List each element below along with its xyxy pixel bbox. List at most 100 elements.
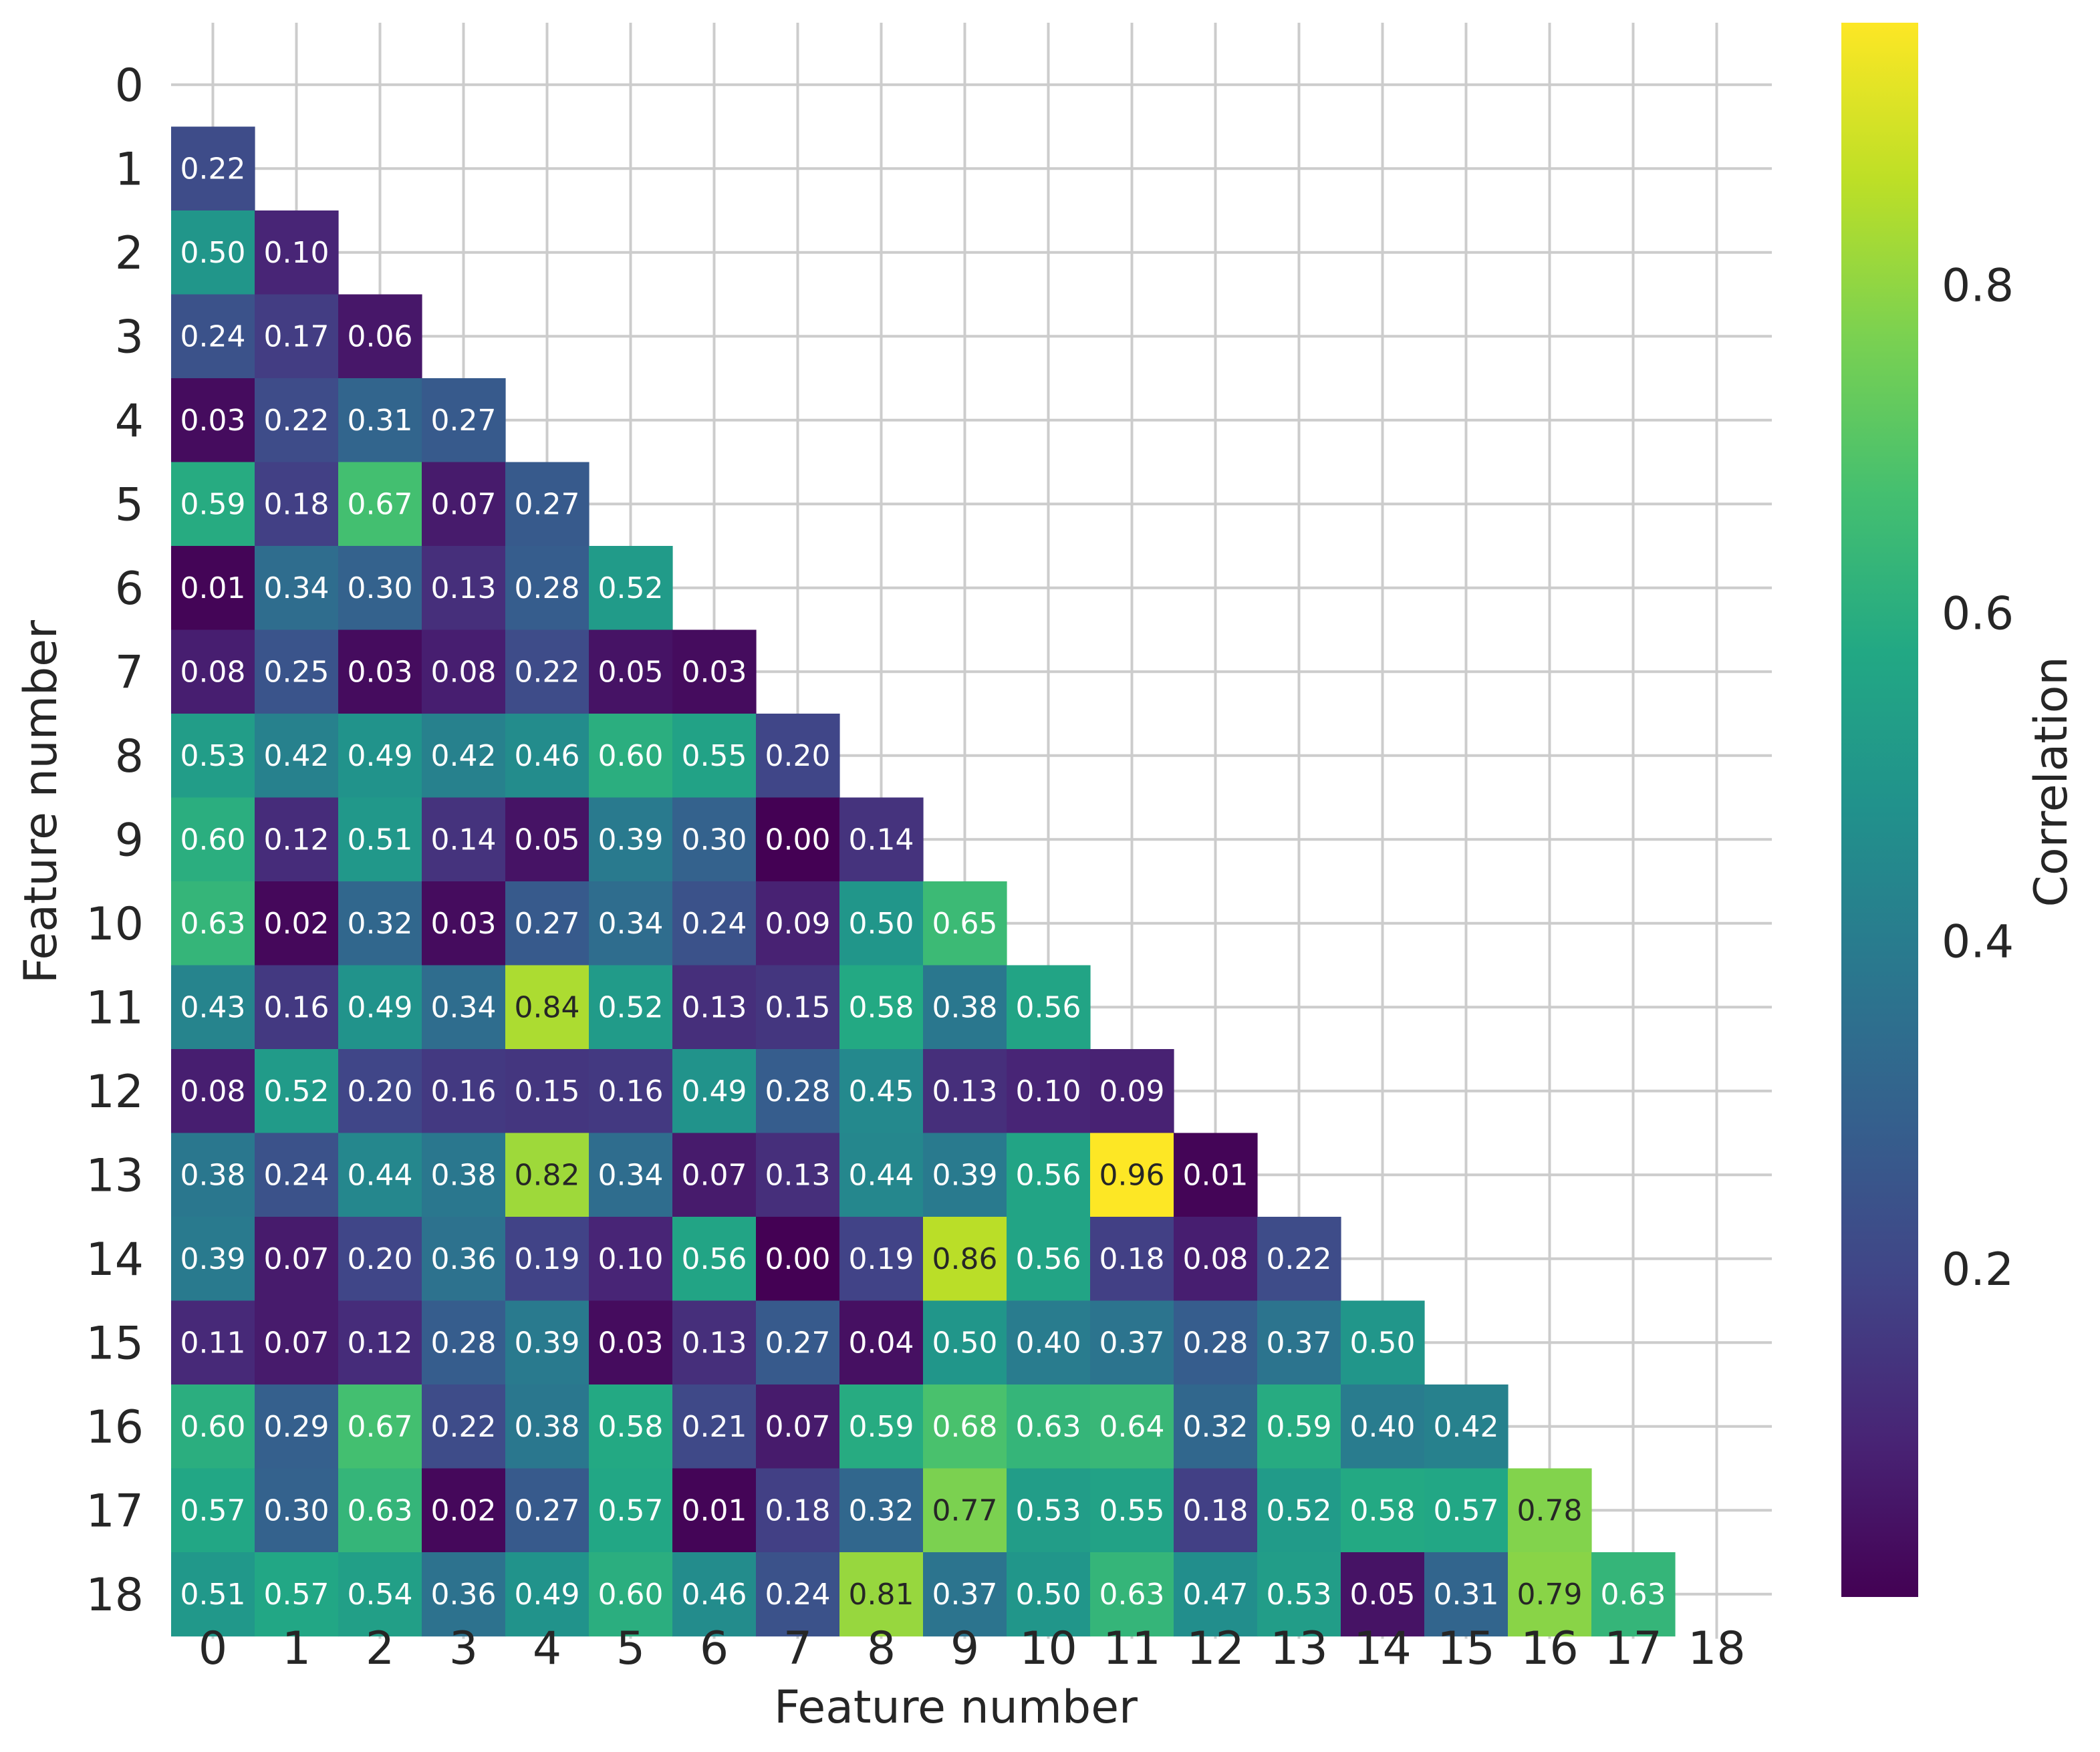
heatmap-cell: [1257, 1384, 1341, 1469]
x-tick-label: 3: [449, 1622, 478, 1675]
heatmap-cell: [422, 546, 506, 631]
heatmap-cell: [1090, 1384, 1174, 1469]
x-axis-label: Feature number: [774, 1681, 1138, 1734]
cell-value-label: 0.60: [598, 739, 664, 773]
cell-value-label: 0.22: [431, 1410, 497, 1444]
y-tick-label: 10: [86, 898, 144, 951]
cell-value-label: 0.30: [348, 571, 413, 605]
heatmap-cell: [171, 1552, 255, 1637]
y-tick-label: 13: [86, 1149, 144, 1202]
heatmap-cell: [672, 1300, 757, 1385]
heatmap-cell: [171, 797, 255, 882]
heatmap-cell: [672, 965, 757, 1050]
cell-value-label: 0.46: [682, 1578, 747, 1612]
colorbar: [1841, 23, 1918, 1597]
cell-value-label: 0.19: [515, 1242, 580, 1276]
cell-value-label: 0.38: [431, 1158, 497, 1192]
cell-value-label: 0.07: [264, 1242, 330, 1276]
heatmap-cell: [505, 714, 589, 798]
heatmap-cell: [589, 629, 673, 714]
heatmap-cell: [1174, 1300, 1258, 1385]
y-tick-label: 11: [86, 982, 144, 1034]
cell-value-label: 0.03: [348, 655, 413, 689]
cell-value-label: 0.34: [264, 571, 330, 605]
cell-value-label: 0.31: [1434, 1578, 1499, 1612]
heatmap-cell: [505, 1468, 589, 1553]
cell-value-label: 0.32: [1183, 1410, 1249, 1444]
heatmap-cell: [171, 881, 255, 966]
heatmap-cell: [422, 1384, 506, 1469]
heatmap-cell: [589, 1468, 673, 1553]
heatmap-cell: [923, 1133, 1007, 1217]
cell-value-label: 0.49: [682, 1074, 747, 1109]
cell-value-label: 0.28: [515, 571, 580, 605]
heatmap-cell: [1257, 1468, 1341, 1553]
heatmap-cell: [338, 1300, 422, 1385]
x-tick-label: 10: [1019, 1622, 1077, 1675]
heatmap-cell: [255, 1133, 339, 1217]
heatmap-cell: [505, 1300, 589, 1385]
heatmap-cell: [1341, 1552, 1425, 1637]
y-tick-label: 0: [115, 59, 144, 112]
y-tick-label: 12: [86, 1066, 144, 1119]
cell-value-label: 0.50: [849, 907, 914, 941]
cell-value-label: 0.01: [180, 571, 246, 605]
cell-value-label: 0.27: [515, 907, 580, 941]
y-tick-label: 2: [115, 227, 144, 280]
cell-value-label: 0.59: [180, 487, 246, 521]
heatmap-cell: [1341, 1468, 1425, 1553]
x-tick-label: 12: [1186, 1622, 1244, 1675]
heatmap-cell: [1174, 1552, 1258, 1637]
heatmap-cell: [171, 378, 255, 463]
x-tick-label: 16: [1521, 1622, 1579, 1675]
cell-value-label: 0.07: [765, 1410, 831, 1444]
cell-value-label: 0.13: [431, 571, 497, 605]
cell-value-label: 0.27: [765, 1326, 831, 1360]
heatmap-cell: [923, 1384, 1007, 1469]
heatmap-cell: [589, 1552, 673, 1637]
cell-value-label: 0.18: [264, 487, 330, 521]
heatmap-cell: [255, 378, 339, 463]
heatmap-cell: [422, 462, 506, 547]
cell-value-label: 0.86: [932, 1242, 998, 1276]
cell-value-label: 0.63: [1601, 1578, 1666, 1612]
cell-value-label: 0.57: [1434, 1493, 1499, 1527]
heatmap-cell: [338, 714, 422, 798]
heatmap-cell: [839, 797, 924, 882]
heatmap-cell: [171, 1468, 255, 1553]
heatmap-cell: [1090, 1552, 1174, 1637]
cell-value-label: 0.53: [180, 739, 246, 773]
heatmap-cell: [1257, 1217, 1341, 1302]
cell-value-label: 0.24: [264, 1158, 330, 1192]
heatmap-cell: [589, 881, 673, 966]
heatmap-cell: [422, 1217, 506, 1302]
heatmap-cell: [1591, 1552, 1676, 1637]
cell-value-label: 0.36: [431, 1242, 497, 1276]
cell-value-label: 0.34: [431, 990, 497, 1024]
cell-value-label: 0.58: [1350, 1493, 1416, 1527]
cell-value-label: 0.50: [1016, 1578, 1081, 1612]
cell-value-label: 0.20: [765, 739, 831, 773]
cell-value-label: 0.27: [515, 1493, 580, 1527]
x-tick-label: 2: [366, 1622, 394, 1675]
x-tick-label: 14: [1353, 1622, 1412, 1675]
cell-value-label: 0.07: [264, 1326, 330, 1360]
heatmap-cell: [923, 1552, 1007, 1637]
heatmap-cell: [923, 1300, 1007, 1385]
heatmap-cell: [672, 1468, 757, 1553]
heatmap-cell: [171, 965, 255, 1050]
heatmap-cell: [839, 1133, 924, 1217]
cell-value-label: 0.60: [180, 823, 246, 857]
heatmap-cell: [672, 797, 757, 882]
cell-value-label: 0.07: [682, 1158, 747, 1192]
cell-value-label: 0.60: [180, 1410, 246, 1444]
heatmap-cell: [338, 797, 422, 882]
cell-value-label: 0.78: [1517, 1493, 1583, 1527]
heatmap-cell: [1007, 1384, 1091, 1469]
heatmap-cell: [1090, 1049, 1174, 1134]
cell-value-label: 0.38: [180, 1158, 246, 1192]
heatmap-cell: [255, 462, 339, 547]
x-tick-label: 4: [533, 1622, 561, 1675]
heatmap-cell: [338, 1468, 422, 1553]
cell-value-label: 0.42: [1434, 1410, 1499, 1444]
